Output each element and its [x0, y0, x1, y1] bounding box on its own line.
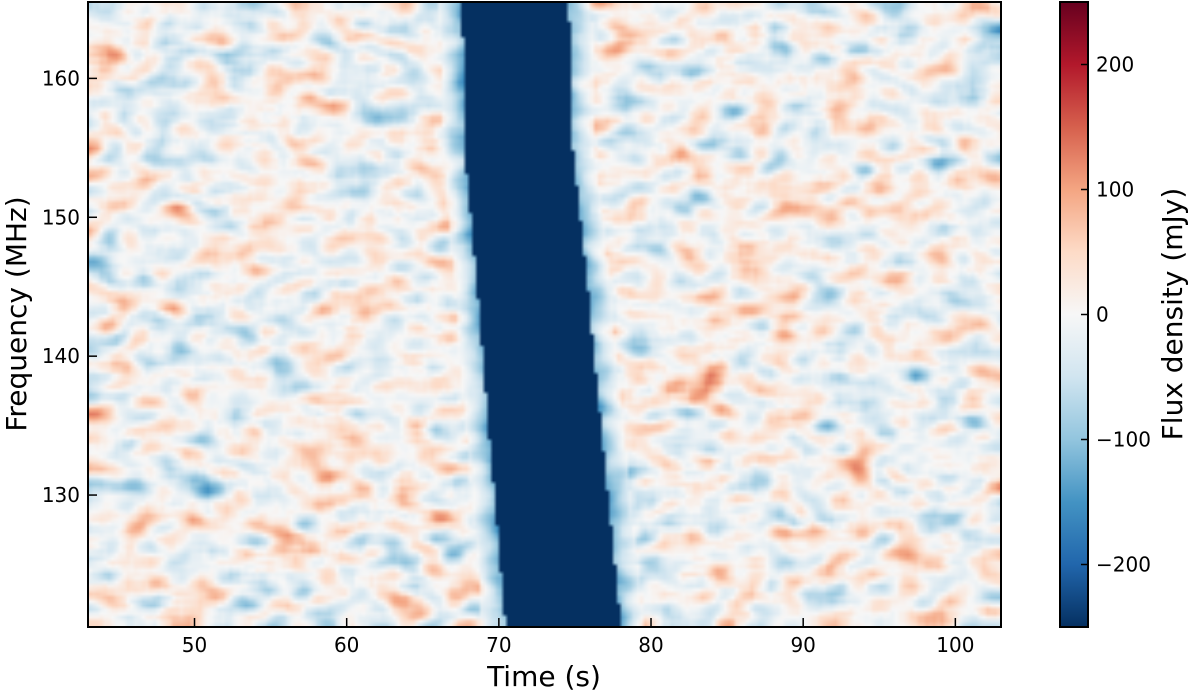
x-axis: 50 60 70 80 90 100 [182, 618, 974, 657]
colorbar-tick-label: 100 [1096, 178, 1134, 202]
y-tick-label: 160 [42, 66, 80, 90]
x-tick-label: 70 [486, 633, 511, 657]
colorbar-tick-label: 0 [1096, 303, 1109, 327]
y-tick-label: 140 [42, 344, 80, 368]
colorbar-label: Flux density (mJy) [1156, 188, 1189, 441]
x-axis-label: Time (s) [486, 660, 601, 691]
x-tick-label: 90 [790, 633, 815, 657]
heatmap-area [88, 2, 1001, 627]
colorbar-tick-label: −100 [1096, 428, 1151, 452]
x-tick-label: 80 [638, 633, 663, 657]
x-tick-label: 50 [182, 633, 207, 657]
y-axis-label: Frequency (MHz) [0, 196, 33, 431]
plot-frame [87, 1, 1002, 628]
y-tick-label: 150 [42, 205, 80, 229]
colorbar-tick-label: −200 [1096, 553, 1151, 577]
colorbar-ticks: 200 100 0 −100 −200 [1081, 53, 1151, 577]
y-tick-label: 130 [42, 483, 80, 507]
x-tick-label: 60 [334, 633, 359, 657]
colorbar-tick-label: 200 [1096, 53, 1134, 77]
y-axis: 130 140 150 160 [42, 66, 97, 507]
x-tick-label: 100 [936, 633, 974, 657]
heatmap-image [88, 2, 1001, 627]
